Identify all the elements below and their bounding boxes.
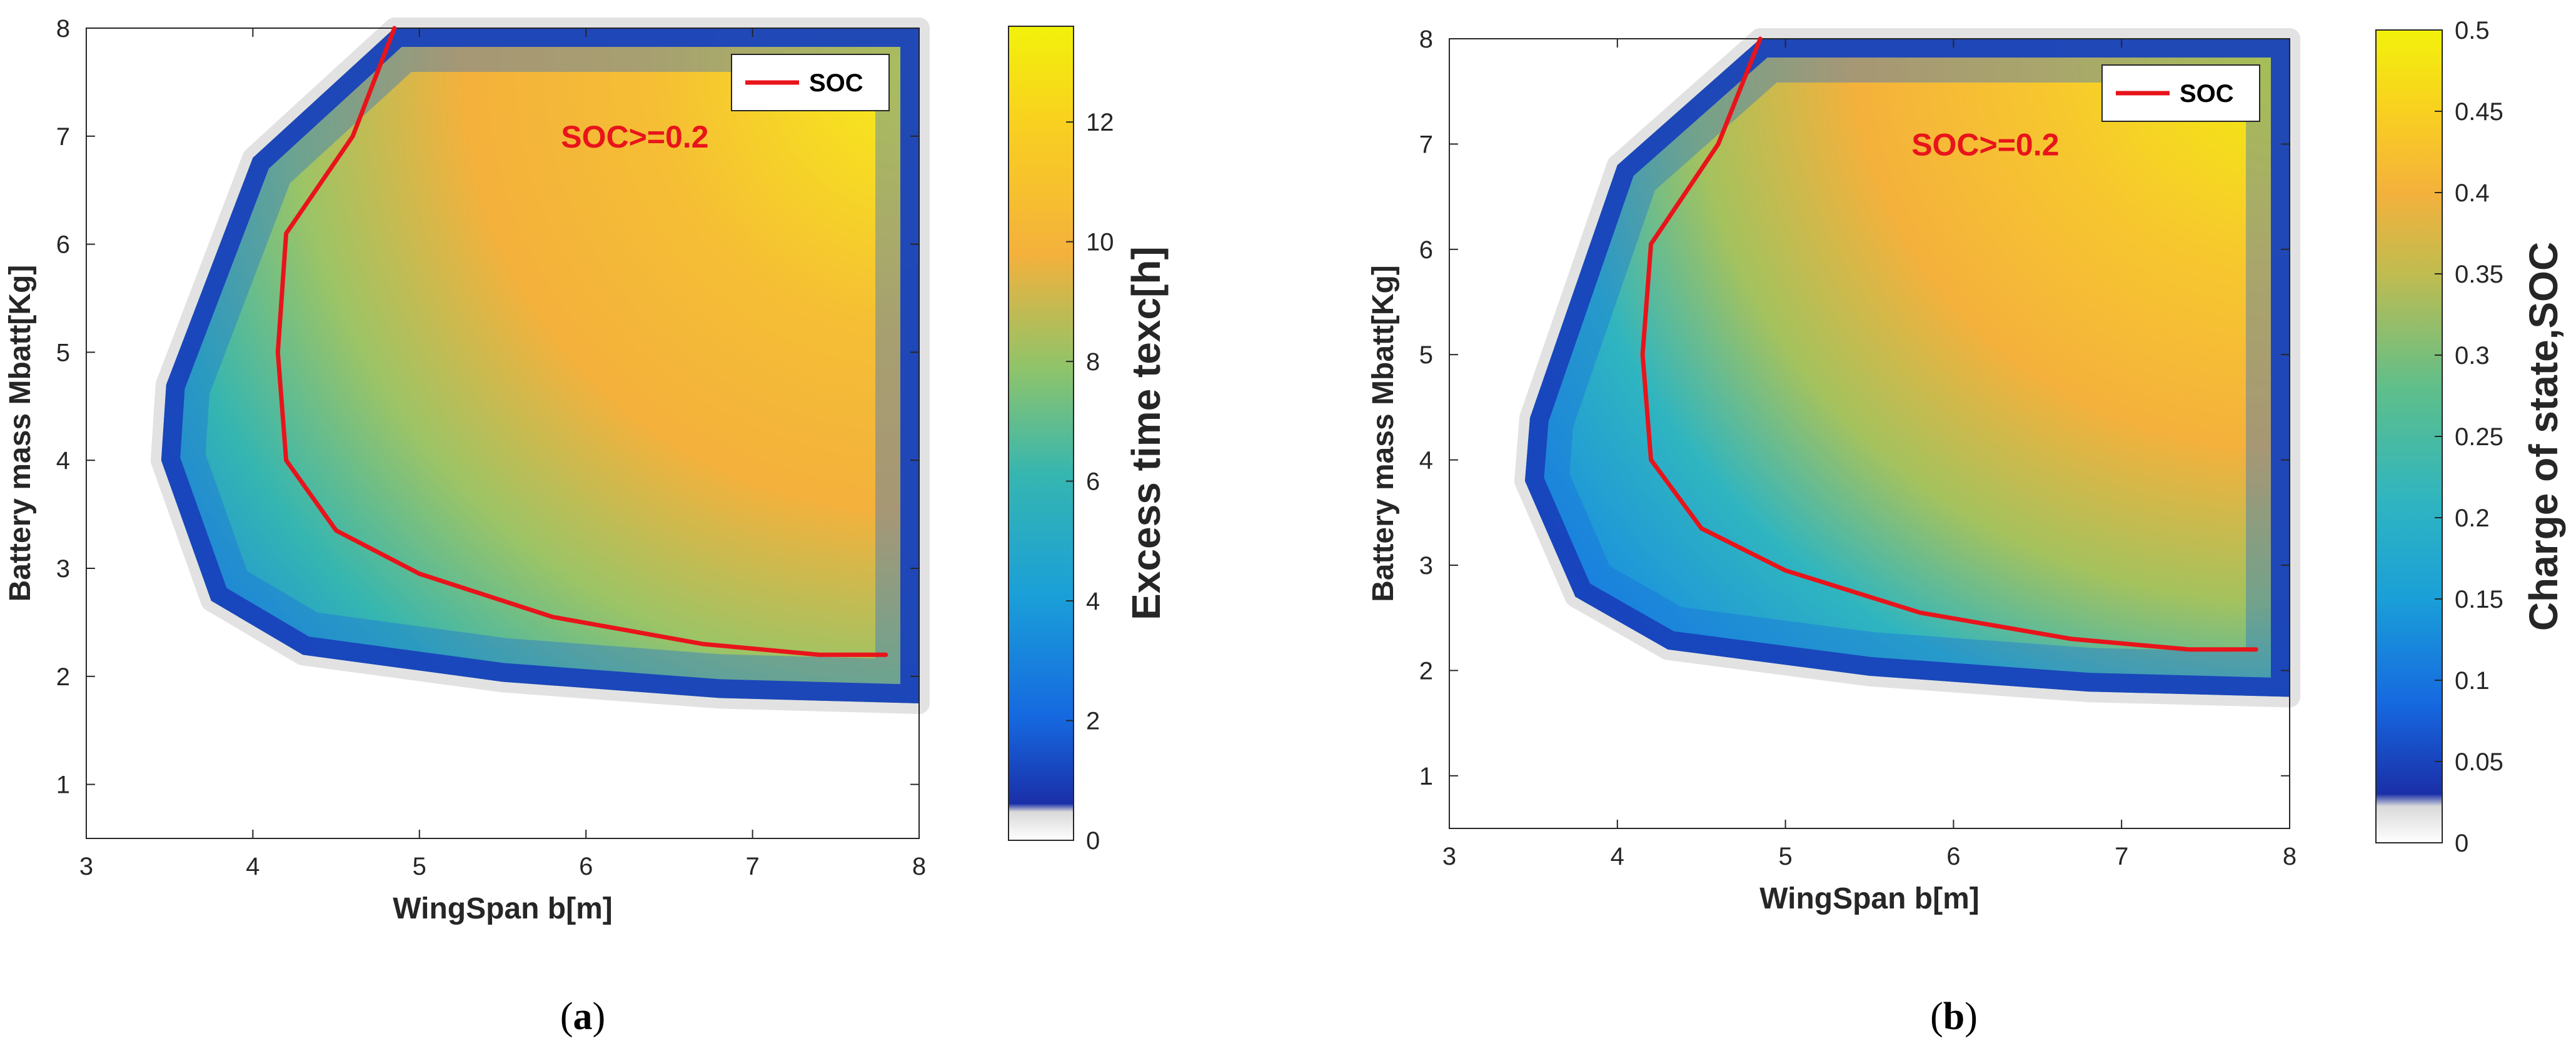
x-tick-label: 8 bbox=[2283, 843, 2297, 870]
x-tick-label: 5 bbox=[1778, 843, 1792, 870]
y-tick-label: 7 bbox=[1419, 131, 1433, 158]
boundary-dark-band bbox=[161, 28, 919, 703]
colorbar-label: Excess time texc[h] bbox=[1124, 246, 1169, 620]
y-tick-label: 5 bbox=[56, 339, 70, 366]
colorbar-tick-label: 0 bbox=[2455, 830, 2468, 857]
colorbar-tick-label: 0 bbox=[1086, 827, 1100, 855]
x-tick-label: 4 bbox=[1611, 843, 1624, 870]
colorbar-tick-label: 0.4 bbox=[2455, 179, 2490, 207]
soc-line bbox=[275, 26, 888, 657]
x-tick-label: 8 bbox=[912, 853, 926, 880]
colorbar-tick-label: 6 bbox=[1086, 468, 1100, 496]
y-tick-label: 5 bbox=[1419, 341, 1433, 369]
y-tick-label: 6 bbox=[1419, 236, 1433, 264]
x-tick-label: 5 bbox=[413, 853, 426, 880]
y-tick-label: 7 bbox=[56, 123, 70, 151]
colorbar-tick-label: 0.5 bbox=[2455, 17, 2490, 44]
y-tick-label: 8 bbox=[1419, 26, 1433, 53]
panel-label-letter: a bbox=[573, 995, 593, 1038]
soc-line bbox=[1640, 36, 2258, 652]
panel-label: (a) bbox=[560, 995, 605, 1038]
colorbar-tick-label: 0.05 bbox=[2455, 748, 2503, 776]
y-tick-label: 4 bbox=[56, 447, 70, 475]
colorbar-label: Charge of state,SOC bbox=[2521, 242, 2566, 631]
colorbar bbox=[2375, 29, 2443, 843]
colorbar-tick-label: 0.45 bbox=[2455, 98, 2503, 126]
panel-label-close: ) bbox=[593, 995, 606, 1038]
colorbar-tick-label: 0.25 bbox=[2455, 423, 2503, 451]
y-tick-label: 6 bbox=[56, 231, 70, 259]
soc-annotation: SOC>=0.2 bbox=[561, 119, 708, 154]
colorbar-tick-label: 0.35 bbox=[2455, 261, 2503, 288]
x-tick-label: 4 bbox=[246, 853, 259, 880]
y-tick-label: 1 bbox=[56, 772, 70, 799]
colorbar-tick-label: 10 bbox=[1086, 229, 1114, 256]
y-tick-label: 1 bbox=[1419, 763, 1433, 790]
panel-label: (b) bbox=[1930, 995, 1978, 1038]
colorbar-tick-label: 0.1 bbox=[2455, 667, 2490, 695]
legend-label: SOC bbox=[809, 69, 863, 97]
soc-annotation: SOC>=0.2 bbox=[1911, 127, 2059, 162]
y-tick-label: 2 bbox=[56, 663, 70, 691]
axes-frame bbox=[86, 28, 920, 839]
x-tick-label: 3 bbox=[1442, 843, 1456, 870]
y-tick-label: 8 bbox=[56, 15, 70, 43]
x-tick-label: 7 bbox=[745, 853, 759, 880]
x-tick-label: 6 bbox=[579, 853, 593, 880]
y-tick-label: 2 bbox=[1419, 657, 1433, 685]
panel-label-letter: b bbox=[1943, 995, 1965, 1038]
x-tick-label: 3 bbox=[79, 853, 93, 880]
panel-label-close: ) bbox=[1965, 995, 1978, 1038]
colorbar-tick-label: 4 bbox=[1086, 588, 1100, 615]
x-tick-label: 6 bbox=[1946, 843, 1960, 870]
x-axis-label: WingSpan b[m] bbox=[1759, 882, 1980, 915]
x-axis-label: WingSpan b[m] bbox=[393, 892, 613, 925]
y-tick-label: 3 bbox=[56, 555, 70, 583]
colorbar-tick-label: 8 bbox=[1086, 348, 1100, 376]
panel-label-open: ( bbox=[560, 995, 573, 1038]
heat-field bbox=[161, 28, 919, 703]
legend-label: SOC bbox=[2180, 80, 2234, 108]
chart-panel-b: 3 4 5 6 7 8 1 2 3 4 5 6 7 8 WingSpan b[m] Battery mass … bbox=[1367, 17, 2566, 915]
y-tick-label: 3 bbox=[1419, 552, 1433, 580]
colorbar-tick-label: 0.15 bbox=[2455, 586, 2503, 613]
colorbar-tick-label: 0.3 bbox=[2455, 342, 2490, 370]
axes-layer: (a) (b) bbox=[560, 995, 1978, 1038]
colorbar-tick-label: 12 bbox=[1086, 109, 1114, 136]
y-axis-label: Battery mass Mbatt[Kg] bbox=[1367, 265, 1400, 602]
y-tick-label: 4 bbox=[1419, 447, 1433, 475]
colorbar-tick-label: 2 bbox=[1086, 708, 1100, 735]
colorbar-tick-label: 0.2 bbox=[2455, 505, 2490, 532]
axes-frame bbox=[1449, 38, 2290, 829]
x-tick-label: 7 bbox=[2115, 843, 2128, 870]
y-axis-label: Battery mass Mbatt[Kg] bbox=[4, 265, 37, 602]
panel-label-open: ( bbox=[1930, 995, 1943, 1038]
colorbar bbox=[1008, 26, 1074, 841]
boundary-blue-band bbox=[161, 28, 919, 703]
